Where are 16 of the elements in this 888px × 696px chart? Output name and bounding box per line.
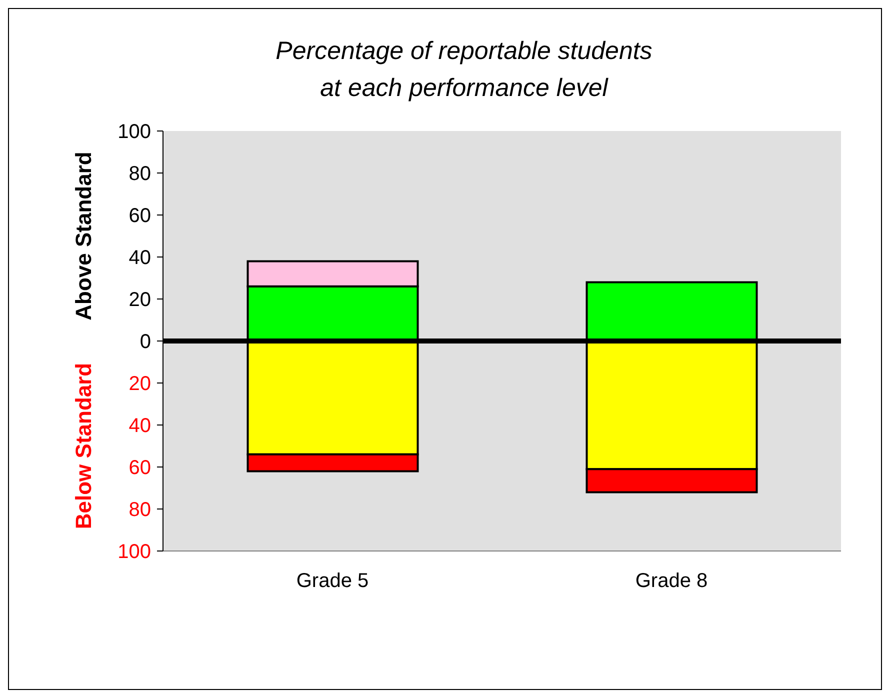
- x-tick-label: Grade 8: [635, 570, 708, 592]
- y-tick-label: 20: [128, 373, 151, 395]
- y-tick-label: 100: [118, 121, 151, 143]
- y-tick-label: 60: [128, 457, 151, 479]
- text: Below Standard: [71, 362, 96, 530]
- y-tick-label: 40: [128, 247, 151, 269]
- y-tick-label: 0: [140, 331, 151, 353]
- y-tick-label: 60: [128, 205, 151, 227]
- y-tick-label: 40: [128, 415, 151, 437]
- chart-title: Percentage of reportable students at each performance level: [276, 37, 652, 102]
- y-tick-label: 80: [128, 163, 151, 185]
- y-tick-label: 20: [128, 289, 151, 311]
- y-axis-title: Above Standard: [71, 152, 96, 320]
- x-tick-label: Grade 5: [296, 570, 369, 592]
- y-tick-label: 100: [118, 541, 151, 563]
- y-tick-label: 80: [128, 499, 151, 521]
